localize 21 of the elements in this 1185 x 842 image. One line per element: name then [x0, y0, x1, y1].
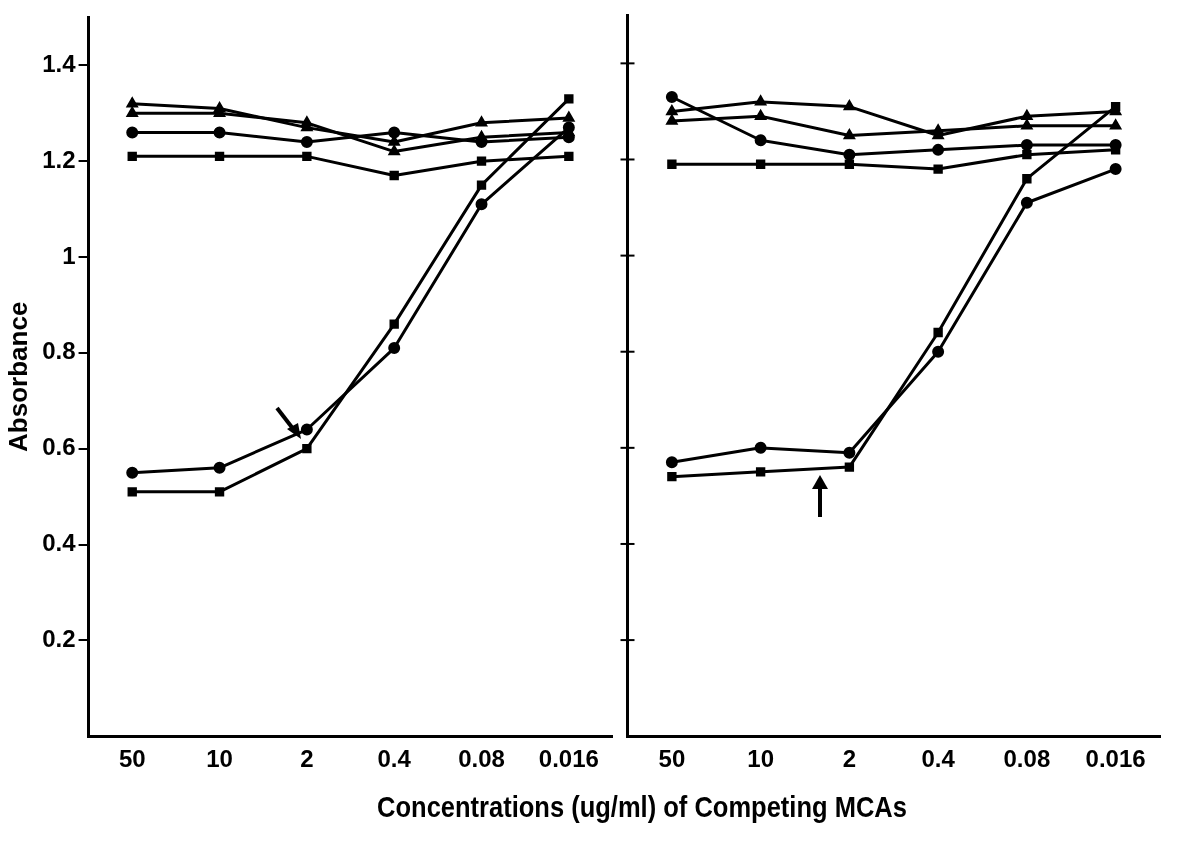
x-axis-title: Concentrations (ug/ml) of Competing MCAs: [376, 790, 908, 824]
x-tick-label: 0.4: [921, 745, 956, 773]
y-tick-label: 0.4: [42, 529, 77, 557]
x-tick-label: 0.016: [1085, 745, 1146, 773]
y-tick-label: 1.2: [42, 145, 76, 173]
x-tick-label: 0.4: [377, 745, 412, 773]
x-tick-label: 50: [658, 745, 686, 773]
y-tick-label: 1.4: [42, 49, 77, 77]
x-tick-label: 2: [842, 745, 857, 773]
y-tick-label: 0.6: [42, 433, 76, 461]
y-tick-label: 1: [62, 241, 76, 269]
x-tick-label: 50: [118, 745, 146, 773]
x-tick-label: 10: [206, 745, 233, 773]
x-tick-label: 2: [300, 745, 314, 773]
x-tick-label: 0.08: [1003, 745, 1051, 773]
x-tick-label: 0.016: [538, 745, 599, 773]
y-tick-label: 0.8: [42, 337, 76, 365]
x-tick-label: 0.08: [458, 745, 505, 773]
y-tick-label: 0.2: [42, 624, 76, 652]
y-axis-title: Absorbance: [2, 301, 33, 452]
x-tick-label: 10: [747, 745, 774, 773]
